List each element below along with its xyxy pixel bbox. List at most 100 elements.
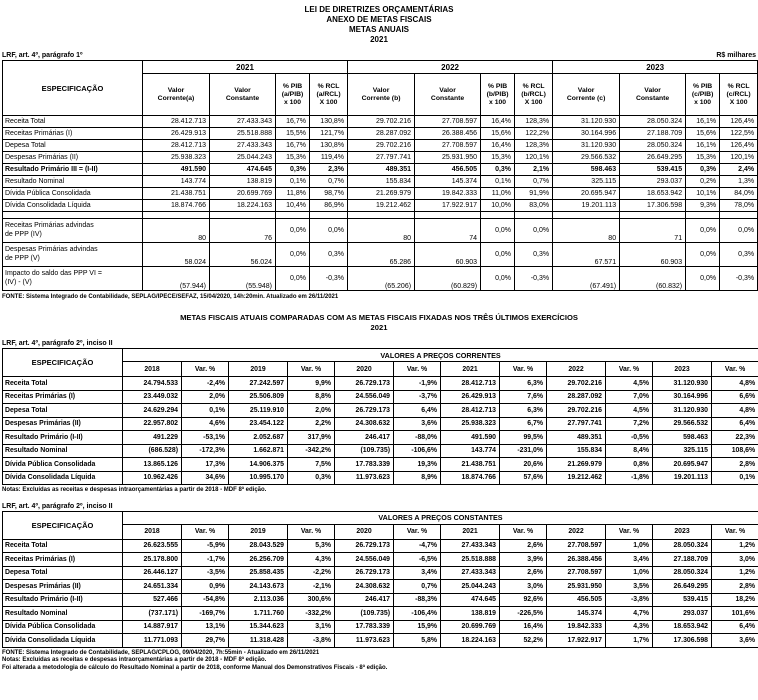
value-cell: 491.229 [122,430,182,445]
section2-title: METAS FISCAIS ATUAIS COMPARADAS COM AS M… [2,313,756,332]
value-cell: 17.922.917 [414,199,482,212]
value-cell: 31.120.930 [552,139,621,152]
value-cell: 0,0% [685,266,721,291]
value-cell: 14.887.917 [122,619,182,634]
value-cell: 19.842.333 [414,187,482,200]
column-header: Var. % [605,523,653,540]
value-cell: 489.351 [546,430,606,445]
value-cell: 0,0% [275,266,310,291]
value-cell: 10.995.170 [228,470,288,485]
row-label: Dívida Pública Consolidada [2,619,123,634]
table3-group-row: ESPECIFICAÇÃO VALORES A PREÇOS CONSTANTE… [2,510,758,540]
value-cell: 20.699.769 [440,619,500,634]
value-cell: 27.433.343 [209,115,276,128]
value-cell: 246.417 [334,430,394,445]
value-cell: 57,6% [499,470,547,485]
column-header: 2023 [652,523,712,540]
value-cell: 26.729.173 [334,376,394,391]
column-header: Var. % [710,523,758,540]
value-cell: 293.037 [619,175,687,188]
table-row: Resultado Nominal (686.528) -172,3% 1.662.8… [2,443,758,458]
value-cell: 0,3% [275,163,310,176]
value-cell: 25.938.323 [440,416,500,431]
value-cell: 6,4% [710,416,758,431]
value-cell: 11,0% [480,187,516,200]
value-cell: 15,3% [685,151,721,164]
value-cell: 1.662.871 [228,443,288,458]
value-cell: 598.463 [552,163,621,176]
column-header: 2021 [440,361,500,377]
spec-header: ESPECIFICAÇÃO [2,60,143,116]
table-row: Resultado Primário III = (I-II) 491.590 47… [2,163,758,176]
value-cell: -3,5% [181,565,229,580]
value-cell: 27.708.597 [546,565,606,580]
column-header: Var. % [499,523,547,540]
value-cell: 2.052.687 [228,430,288,445]
table3-source-note: FONTE: Sistema Integrado de Contabilidad… [2,649,320,656]
table-row: Depesa Total 28.412.713 27.433.343 16,7% 130… [2,139,758,152]
column-header: % RCL (c/RCL) X 100 [719,73,758,116]
value-cell: 86,9% [308,199,349,212]
value-cell: 27.433.343 [209,139,276,152]
lrf-reference: LRF, art. 4º, parágrafo 1º [2,52,83,59]
value-cell: 26.388.456 [414,127,482,140]
value-cell: 4,6% [181,416,229,431]
value-cell: 130,8% [308,115,349,128]
value-cell: 28.050.324 [619,139,687,152]
value-cell: 3,0% [710,552,758,567]
title-line: ANEXO DE METAS FISCAIS [326,15,432,24]
value-cell: (109.735) [334,443,394,458]
value-cell: 23.449.032 [122,389,182,404]
value-cell: -0,3% [308,266,349,291]
value-cell: 98,7% [308,187,349,200]
value-cell: 4,7% [605,606,653,621]
value-cell: 128,3% [514,115,554,128]
row-label: Dívida Consolidada Líquida [2,199,143,212]
value-cell: 24.308.632 [334,579,394,594]
value-cell: 1,3% [719,175,758,188]
value-cell: 22.957.802 [122,416,182,431]
table1-separator [2,211,758,219]
value-cell: 24.556.049 [334,389,394,404]
row-label: Resultado Primário (I-II) [2,430,123,445]
column-header: Valor Corrente (b) [347,73,416,116]
value-cell: 0,7% [514,175,554,188]
table2-body: Receita Total 24.794.533 -2,4% 27.242.597 9,… [2,376,758,485]
value-cell: 143.774 [142,175,210,188]
value-cell: 60.903 [619,242,687,267]
value-cell: -226,5% [499,606,547,621]
value-cell: 25.931.950 [546,579,606,594]
value-cell: 2,6% [499,538,547,553]
column-header: Var. % [605,361,653,377]
value-cell: 128,3% [514,139,554,152]
value-cell: 22,3% [710,430,758,445]
value-cell: 28.043.529 [228,538,288,553]
spec-header: ESPECIFICAÇÃO [2,348,123,377]
value-cell: 19.212.462 [347,199,416,212]
value-cell: 29.566.532 [552,151,621,164]
value-cell: 25.119.910 [228,403,288,418]
value-cell: 18.224.163 [440,633,500,648]
table-row: Receitas Primárias (I) 26.429.913 25.518.8… [2,127,758,140]
table1-year-row: ESPECIFICAÇÃO 2021 2022 2023 [2,60,758,116]
row-label: Depesa Total [2,139,143,152]
row-label: Receitas Primárias (I) [2,127,143,140]
table-row: Receita Total 24.794.533 -2,4% 27.242.597 9,… [2,376,758,391]
value-cell: 19,3% [393,457,441,472]
year-header: 2021 [141,60,349,74]
value-cell: 0,0% [308,218,349,243]
value-cell: 19.842.333 [546,619,606,634]
value-cell: -0,3% [719,266,758,291]
value-cell: 4,5% [605,403,653,418]
value-cell: 13,1% [181,619,229,634]
value-cell: 6,7% [499,416,547,431]
value-cell: -1,8% [605,470,653,485]
value-cell: 65.286 [347,242,416,267]
value-cell: 16,4% [480,115,516,128]
value-cell: 122,5% [719,127,758,140]
value-cell: (67.491) [552,266,621,291]
table1-ppp-body: Receitas Primárias advindas de PPP (IV) 8… [2,218,758,291]
value-cell: 25.044.243 [440,579,500,594]
year-header: 2023 [552,60,758,74]
column-header: 2021 [440,523,500,540]
